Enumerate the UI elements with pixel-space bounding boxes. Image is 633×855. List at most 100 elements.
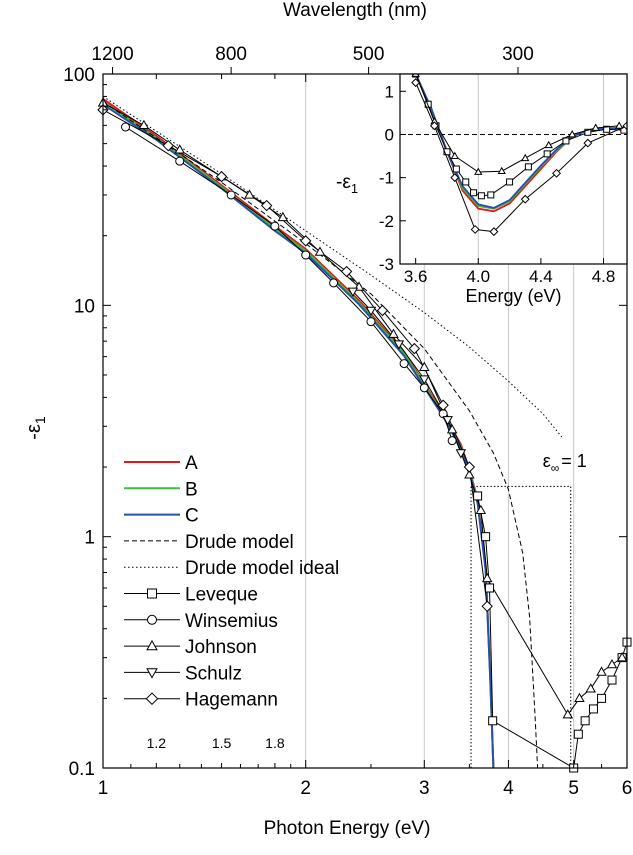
- data-point-johnson: [244, 189, 255, 199]
- annotation-symbol: ε: [543, 451, 551, 471]
- data-point-leveque: [573, 729, 583, 739]
- inset-series: [411, 74, 627, 237]
- data-point-hagemann: [215, 170, 228, 183]
- data-point-johnson: [481, 572, 493, 583]
- inset-point-hagemann: [450, 173, 460, 183]
- legend-marker-leveque: [147, 588, 157, 599]
- inset-x-tick-label: 4.4: [529, 267, 553, 286]
- inset-point-hagemann: [583, 138, 593, 148]
- data-point-leveque: [597, 693, 607, 703]
- data-point-hagemann: [162, 139, 174, 152]
- x-tick-label: 1.2: [147, 735, 167, 751]
- data-point-winsemius: [301, 250, 311, 260]
- inset-line-leveque: [415, 74, 624, 197]
- legend-label-leveque: Leveque: [185, 585, 258, 606]
- data-point-hagemann: [376, 304, 389, 317]
- legend-marker-schulz: [146, 668, 158, 679]
- data-point-leveque: [485, 583, 495, 593]
- chart-legend: ABC Drude model Drude model ideal Leveque Wi…: [124, 453, 339, 711]
- x-tick-label: 3: [419, 778, 430, 799]
- data-point-winsemius: [226, 190, 236, 200]
- data-point-johnson: [388, 328, 399, 338]
- legend-label-drude-model: Drude model: [185, 532, 294, 553]
- inset-point-leveque: [584, 128, 592, 136]
- x-tick-label: 4: [503, 778, 514, 799]
- top-tick-label: 800: [215, 44, 247, 65]
- legend-item-hagemann: Hagemann: [124, 690, 278, 711]
- y-axis-label-main: -ε: [23, 424, 45, 440]
- legend-label-schulz: Schulz: [185, 663, 242, 684]
- inset-y-axis-label: -ε1: [336, 172, 358, 196]
- legend-label-johnson: Johnson: [185, 637, 257, 658]
- legend-marker-johnson: [146, 639, 158, 651]
- data-point-johnson: [138, 119, 150, 130]
- data-point-johnson: [174, 144, 185, 154]
- data-point-schulz: [455, 449, 467, 459]
- data-point-schulz: [419, 375, 430, 385]
- data-point-johnson: [464, 469, 475, 479]
- legend-item-a: A: [124, 453, 198, 474]
- legend-item-drude-model: Drude model: [124, 532, 294, 553]
- inset-point-johnson: [450, 151, 459, 159]
- x-axis-label: Photon Energy (eV): [264, 818, 431, 839]
- data-point-johnson: [277, 211, 289, 222]
- y-tick-label: 1: [84, 528, 95, 549]
- inset-point-leveque: [562, 137, 570, 145]
- inset-x-tick-label: 4.0: [466, 267, 490, 286]
- data-point-schulz: [365, 306, 377, 317]
- inset-point-leveque: [443, 148, 451, 156]
- data-point-hagemann: [300, 235, 312, 247]
- data-point-hagemann: [260, 199, 273, 212]
- y-axis-label-sub: 1: [32, 416, 48, 424]
- inset-point-johnson: [521, 153, 530, 162]
- inset-point-hagemann: [622, 121, 627, 131]
- series-line-drude-model: [103, 101, 539, 768]
- inset-point-johnson: [497, 166, 506, 175]
- inset-point-leveque: [543, 150, 551, 158]
- legend-marker-winsemius: [147, 614, 157, 625]
- top-tick-label: 1200: [91, 44, 133, 65]
- inset-point-leveque: [524, 163, 532, 171]
- inset-x-tick-label: 3.6: [404, 267, 428, 286]
- x-tick-label: 1: [98, 778, 109, 799]
- data-point-winsemius: [399, 359, 409, 369]
- data-point-leveque: [580, 716, 590, 726]
- inset-y-tick-label: -1: [379, 169, 394, 188]
- data-point-johnson: [562, 709, 574, 719]
- plot-frame: [102, 73, 628, 769]
- inset-point-leveque: [452, 165, 460, 173]
- legend-label-winsemius: Winsemius: [185, 611, 278, 632]
- data-point-hagemann: [437, 399, 449, 411]
- data-point-leveque: [473, 491, 483, 501]
- data-point-schulz: [442, 416, 453, 426]
- inset-y-tick-label: -3: [379, 255, 394, 274]
- data-point-hagemann: [463, 461, 476, 473]
- legend-item-drude-model-ideal: Drude model ideal: [124, 558, 339, 579]
- top-tick-label: 300: [502, 44, 534, 65]
- x-tick-label: 1.5: [212, 735, 232, 751]
- inset-point-leveque: [470, 189, 478, 197]
- legend-label-c: C: [185, 506, 199, 527]
- legend-item-schulz: Schulz: [124, 663, 242, 684]
- svg-text:-ε1: -ε1: [23, 416, 48, 440]
- annotation-value: = 1: [561, 451, 587, 471]
- data-point-johnson: [475, 504, 487, 515]
- inset-point-hagemann: [520, 194, 530, 204]
- top-axis-label: Wavelength (nm): [283, 0, 427, 21]
- inset-point-hagemann: [411, 78, 421, 88]
- inset-point-leveque: [603, 125, 611, 133]
- data-point-schulz: [347, 287, 359, 297]
- legend-item-johnson: Johnson: [124, 637, 257, 658]
- data-point-winsemius: [419, 383, 429, 393]
- data-point-johnson: [596, 666, 607, 676]
- data-point-hagemann: [408, 342, 421, 355]
- legend-item-b: B: [124, 479, 198, 500]
- inset-line-johnson: [415, 74, 620, 173]
- data-point-winsemius: [175, 156, 185, 166]
- y-tick-label: 0.1: [69, 759, 95, 780]
- data-point-leveque: [488, 716, 498, 726]
- inset-y-axis-label-main: -ε: [336, 172, 351, 193]
- inset-frame: [399, 73, 628, 265]
